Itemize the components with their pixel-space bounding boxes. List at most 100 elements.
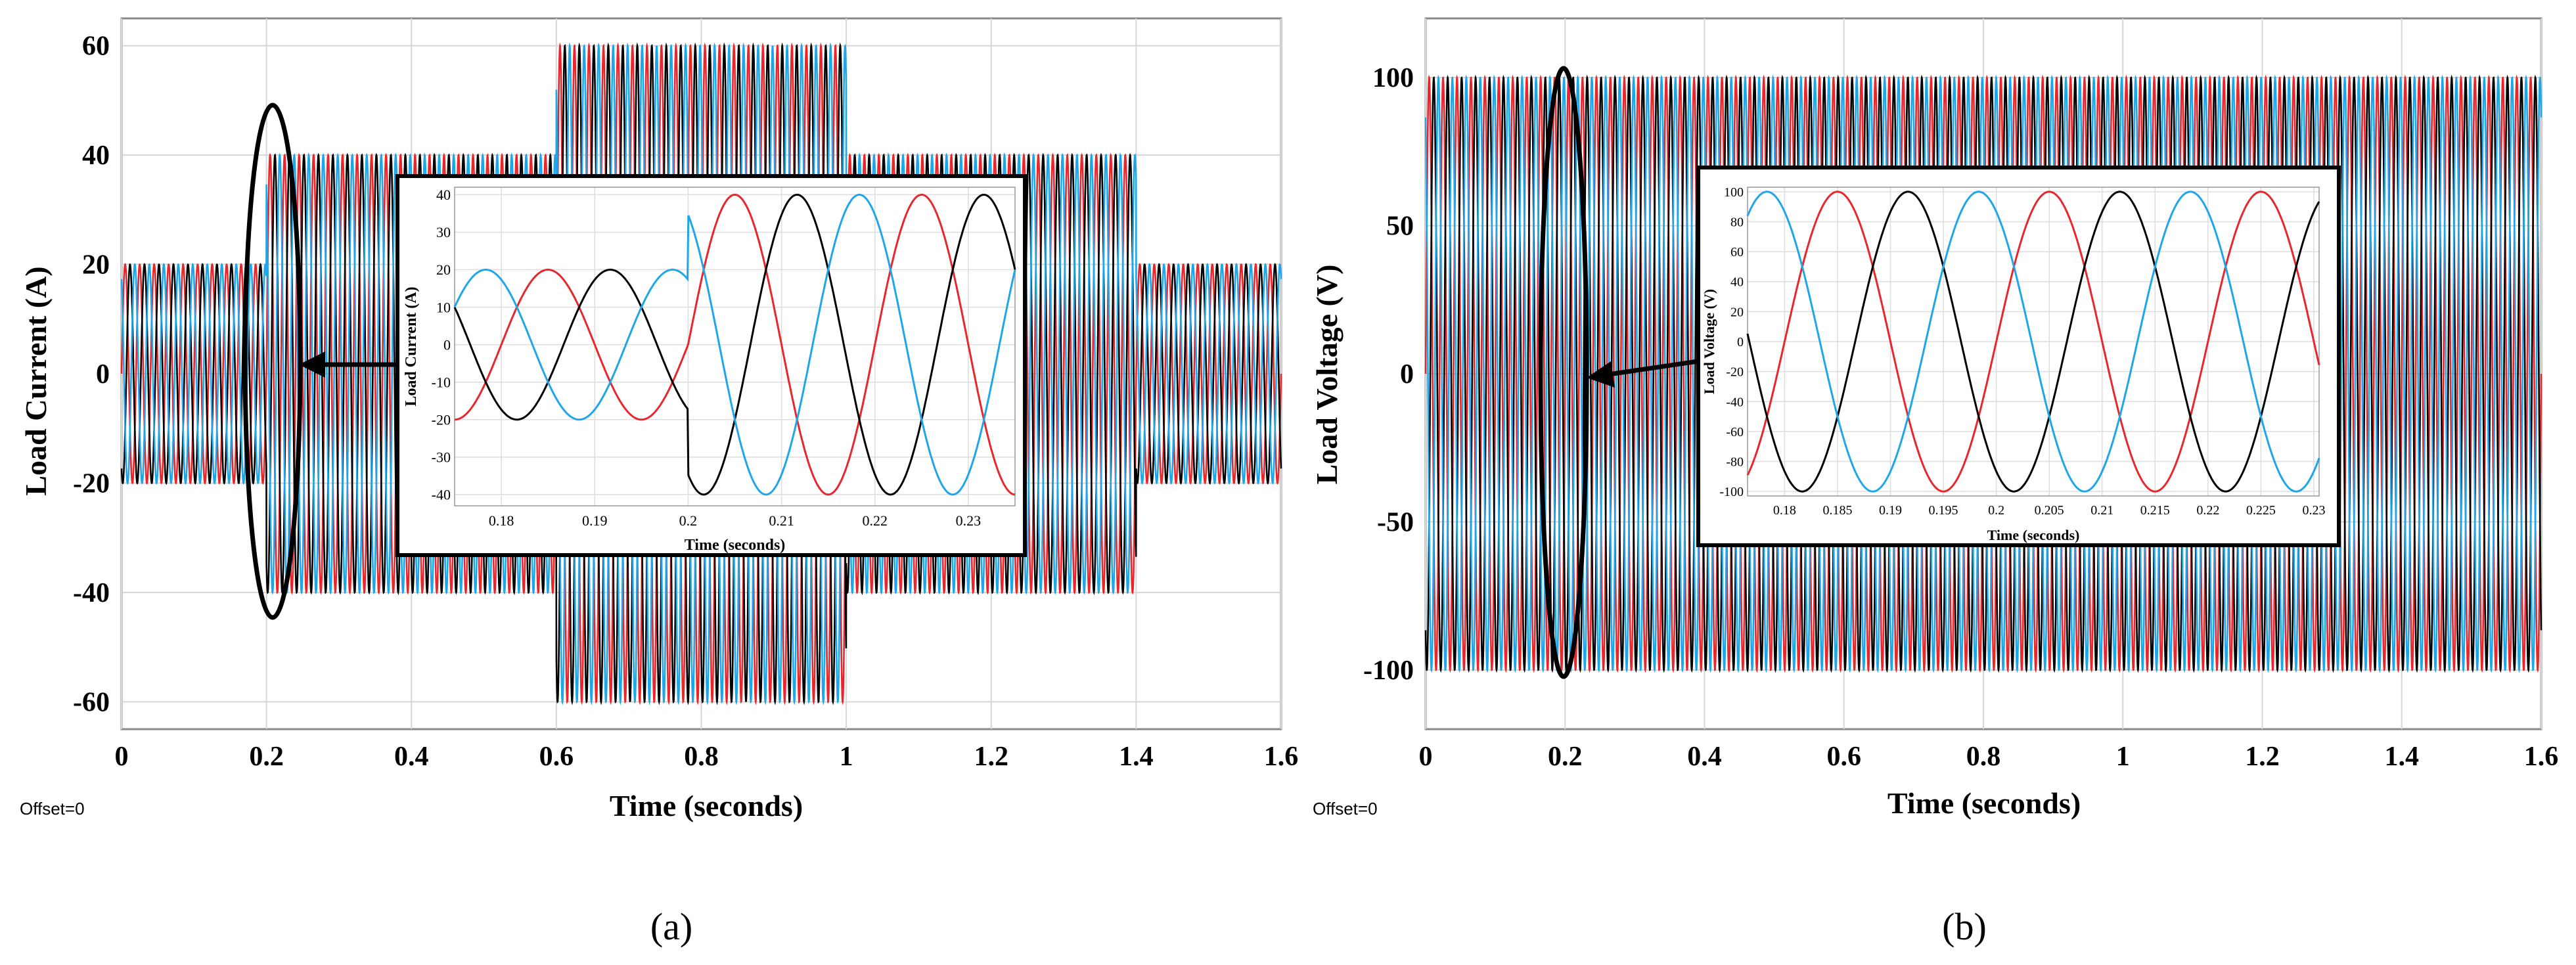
b-inset-y-title: Load Voltage (V) [1701,289,1717,394]
a-inset-y-tick: 20 [436,261,451,278]
panel-b-highlight-ellipse [1538,66,1589,679]
b-y-tick-label: 50 [1386,212,1414,242]
a-inset-x-tick: 0.2 [679,512,698,529]
a-inset-y-tick: -20 [432,411,451,428]
panel-b-pointer-arrow [1608,357,1707,377]
a-inset-x-tick: 0.22 [863,512,888,529]
b-x-tick-label: 0.8 [1966,742,2001,772]
b-inset-x-tick: 0.205 [2035,503,2064,518]
a-x-tick-label: 1.2 [974,742,1009,772]
a-inset-y-tick: 10 [436,299,451,315]
panel-b-y-ticks: -100 -50 0 50 100 [1363,63,1414,686]
b-inset-y-tick: -80 [1726,455,1744,470]
panel-b-inset-zoom: 0.18 0.185 0.19 0.195 0.2 0.205 0.21 0.215 0.22 0… [1696,166,2341,547]
a-y-tick-label: 60 [82,32,110,62]
b-inset-x-tick: 0.2 [1988,503,2004,518]
panel-b-y-axis-title: Load Voltage (V) [1310,265,1344,485]
panel-a-y-axis-title: Load Current (A) [19,266,53,495]
b-inset-x-tick: 0.22 [2196,503,2219,518]
a-inset-x-tick: 0.18 [489,512,514,529]
b-inset-y-tick: 80 [1730,215,1744,229]
b-inset-plot-border [1747,187,2320,497]
a-series-line [120,42,1282,706]
b-inset-y-tick: -40 [1726,395,1744,409]
a-inset-y-tick: 30 [436,224,451,240]
b-x-tick-label: 0.6 [1827,742,1862,772]
panel-a-highlight-ellipse [242,102,303,620]
a-y-tick-label: -60 [73,687,110,717]
b-x-tick-label: 1.4 [2385,742,2420,772]
a-inset-y-tick: -10 [432,374,451,390]
b-x-tick-label: 0.4 [1687,742,1722,772]
a-x-tick-label: 0.6 [539,742,574,772]
b-inset-y-tick: 40 [1730,275,1744,290]
panel-a-x-ticks: 0 0.2 0.4 0.6 0.8 1 1.2 1.4 1.6 [115,742,1299,772]
a-inset-plot-border [454,187,1016,506]
panel-a-label: (a) [650,905,692,948]
b-series-line [1424,74,2542,673]
a-x-tick-label: 1 [840,742,853,772]
a-inset-y-tick: -40 [432,487,451,503]
a-inset-y-tick: 0 [443,336,451,353]
a-inset-x-title: Time (seconds) [685,537,786,554]
panel-a-arrow-head [299,351,325,378]
a-x-tick-label: 0.8 [684,742,719,772]
b-inset-x-tick: 0.225 [2246,503,2276,518]
b-inset-y-tick: -20 [1726,365,1744,380]
a-x-tick-label: 1.6 [1264,742,1299,772]
b-inset-y-tick: 20 [1730,305,1744,319]
panel-a-x-axis-title: Time (seconds) [610,789,803,822]
b-x-tick-label: 1.6 [2524,742,2559,772]
a-y-tick-label: -40 [73,578,110,608]
a-y-tick-label: 40 [82,141,110,171]
b-y-tick-label: -100 [1363,656,1414,686]
b-inset-x-tick: 0.19 [1879,503,1902,518]
a-inset-y-tick: 40 [436,187,451,203]
a-y-tick-label: -20 [73,468,110,499]
a-inset-frame [395,174,1027,557]
a-y-tick-label: 20 [82,250,110,281]
a-x-tick-label: 0.2 [249,742,284,772]
b-x-tick-label: 1.2 [2245,742,2280,772]
b-inset-x-title: Time (seconds) [1987,527,2080,543]
a-inset-series-line [454,193,1016,496]
panel-a-load-current: -60 -40 -20 0 20 40 60 0 0.2 0.4 0.6 0.8 1 1.2 1.4 1.6… [19,17,1299,948]
b-inset-series-line [1746,191,2320,493]
a-x-tick-label: 0 [115,742,129,772]
b-inset-x-tick: 0.23 [2302,503,2325,518]
panel-a-inset-zoom: 0.18 0.19 0.2 0.21 0.22 0.23 -40 -30 -20 -10 0 10 20… [395,174,1027,557]
panel-b-x-axis-title: Time (seconds) [1887,786,2081,820]
b-inset-y-tick: 0 [1737,335,1744,349]
b-inset-y-tick: 100 [1724,185,1744,200]
b-x-tick-label: 0.2 [1548,742,1583,772]
a-inset-x-tick: 0.19 [582,512,608,529]
b-y-tick-label: -50 [1377,507,1414,537]
b-inset-series-line [1746,191,2320,493]
b-y-tick-label: 100 [1372,63,1414,93]
b-inset-x-tick: 0.185 [1822,503,1852,518]
a-inset-x-tick: 0.21 [769,512,794,529]
b-x-tick-label: 0 [1419,742,1433,772]
b-inset-series-line [1746,191,2320,493]
b-inset-frame [1696,166,2341,547]
b-inset-y-tick: 60 [1730,245,1744,259]
panel-a-y-ticks: -60 -40 -20 0 20 40 60 [73,32,110,718]
b-inset-x-tick: 0.18 [1773,503,1796,518]
a-inset-y-tick: -30 [432,449,451,466]
a-inset-series-line [453,193,1016,496]
panel-b-label: (b) [1942,905,1987,948]
b-x-tick-label: 1 [2116,742,2130,772]
b-y-tick-label: 0 [1400,359,1414,390]
b-inset-x-tick: 0.215 [2140,503,2170,518]
a-x-tick-label: 0.4 [394,742,429,772]
b-inset-x-tick: 0.195 [1929,503,1958,518]
a-series-line [120,42,1282,706]
panel-a-offset-label: Offset=0 [20,799,85,819]
b-inset-y-tick: -100 [1719,485,1744,499]
a-inset-x-tick: 0.23 [956,512,982,529]
b-inset-x-tick: 0.21 [2090,503,2113,518]
panel-b-offset-label: Offset=0 [1313,799,1378,819]
a-inset-y-title: Load Current (A) [403,286,420,406]
a-y-tick-label: 0 [96,359,110,390]
